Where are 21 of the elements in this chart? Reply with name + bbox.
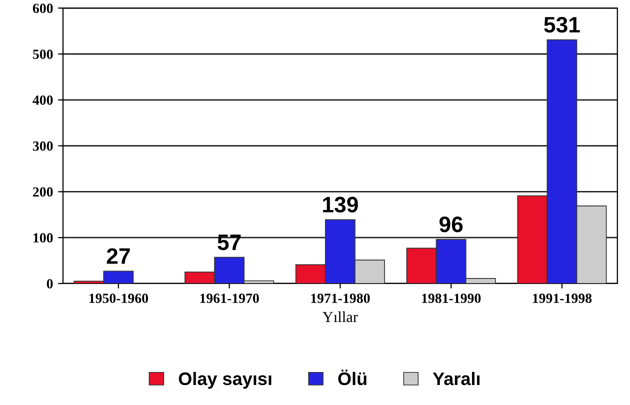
data-label: 96 (439, 216, 463, 232)
x-tick-label: 1961-1970 (200, 294, 259, 303)
data-label: 57 (218, 234, 241, 250)
x-tick-label: 1981-1990 (422, 294, 481, 303)
data-label: 27 (106, 248, 130, 264)
data-label: 139 (323, 196, 358, 213)
y-tick-label: 100 (34, 233, 53, 243)
data-label: 531 (544, 16, 580, 33)
y-tick-label: 300 (32, 141, 53, 151)
legend-label: Ölü (338, 370, 366, 386)
x-tick-label: 1950-1960 (89, 294, 148, 303)
x-axis-title: Yıllar (322, 311, 358, 322)
x-tick-label: 1991-1998 (532, 294, 592, 303)
legend-label: Olay sayısı (178, 372, 272, 389)
y-tick-label: 0 (46, 279, 53, 288)
y-tick-label: 400 (32, 95, 53, 105)
legend-label: Yaralı (432, 372, 480, 386)
y-tick-label: 200 (33, 187, 53, 197)
x-tick-label: 1971-1980 (311, 294, 370, 303)
y-tick-label: 600 (32, 4, 53, 14)
y-tick-label: 500 (33, 50, 53, 59)
